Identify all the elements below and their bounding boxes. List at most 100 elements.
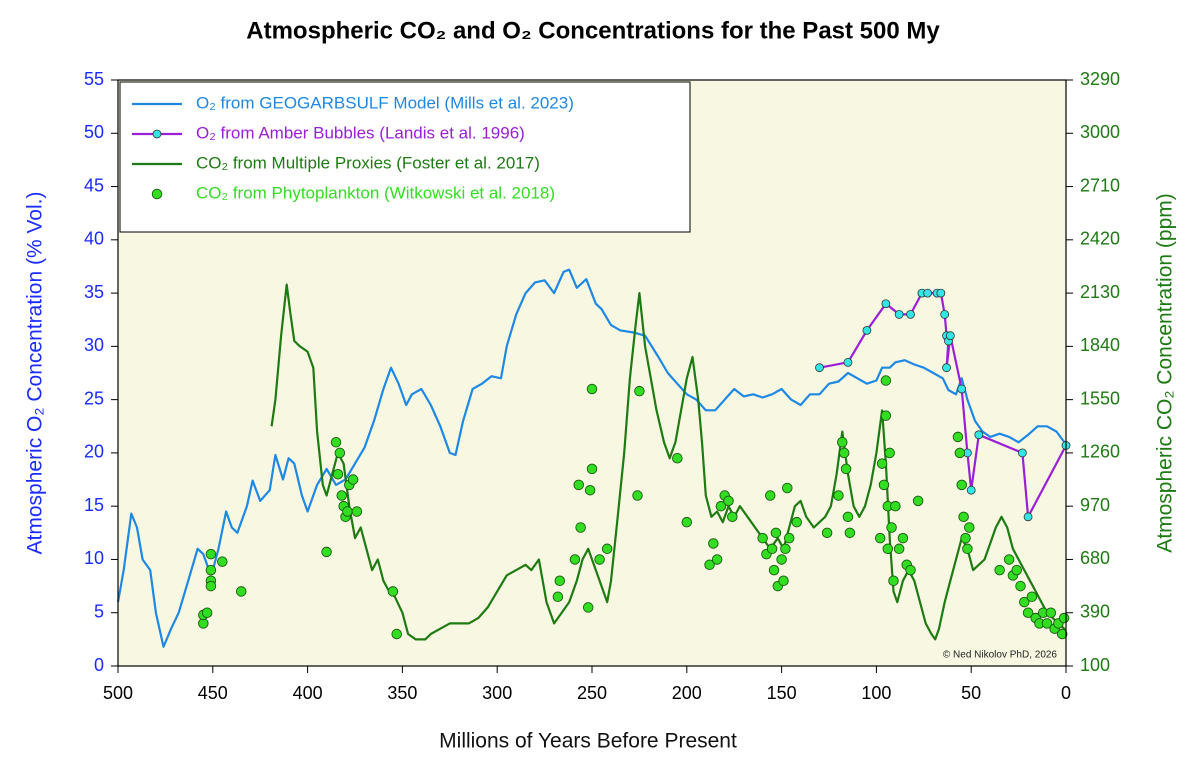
scatter-point bbox=[205, 564, 217, 576]
scatter-point bbox=[573, 479, 584, 491]
scatter-point bbox=[764, 490, 776, 501]
scatter-point bbox=[890, 500, 901, 512]
scatter-point bbox=[833, 490, 844, 501]
y-tick-label: 45 bbox=[84, 175, 104, 195]
series-marker bbox=[940, 309, 950, 319]
scatter-point bbox=[554, 575, 566, 587]
y2-tick-label: 100 bbox=[1080, 655, 1110, 675]
scatter-point bbox=[837, 437, 848, 448]
series-marker bbox=[936, 288, 946, 298]
scatter-point bbox=[838, 447, 850, 459]
scatter-point bbox=[582, 602, 594, 613]
y2-tick-label: 3290 bbox=[1080, 69, 1120, 89]
scatter-point bbox=[634, 385, 645, 397]
legend-label: CO₂ from Multiple Proxies (Foster et al.… bbox=[196, 153, 540, 172]
series-marker bbox=[957, 384, 967, 394]
scatter-point bbox=[1056, 628, 1068, 640]
series-marker bbox=[1017, 448, 1027, 458]
x-tick-label: 400 bbox=[293, 683, 323, 703]
y-tick-label: 0 bbox=[94, 655, 104, 675]
scatter-point bbox=[956, 479, 967, 491]
series-marker bbox=[881, 299, 891, 309]
series-marker bbox=[862, 325, 872, 335]
series-marker bbox=[945, 331, 955, 341]
y2-tick-label: 2420 bbox=[1080, 229, 1120, 249]
scatter-point bbox=[884, 447, 895, 459]
y2-axis-label: Atmospheric CO₂ Concentration (ppm) bbox=[1154, 193, 1177, 552]
series-marker bbox=[815, 363, 824, 373]
scatter-point bbox=[1045, 607, 1057, 618]
scatter-point bbox=[575, 522, 586, 533]
x-tick-label: 250 bbox=[577, 683, 607, 703]
scatter-point bbox=[844, 527, 856, 539]
y2-tick-label: 3000 bbox=[1080, 122, 1120, 142]
scatter-point bbox=[584, 484, 596, 496]
x-tick-label: 100 bbox=[861, 683, 891, 703]
scatter-point bbox=[880, 375, 892, 386]
scatter-point bbox=[601, 543, 613, 555]
x-tick-label: 450 bbox=[198, 683, 228, 703]
scatter-point bbox=[905, 564, 916, 576]
scatter-point bbox=[711, 554, 723, 565]
series-line bbox=[116, 268, 1067, 648]
scatter-point bbox=[893, 543, 905, 555]
y2-tick-label: 2130 bbox=[1080, 282, 1120, 302]
scatter-point bbox=[952, 431, 964, 443]
series-marker bbox=[906, 309, 915, 319]
series-marker bbox=[894, 309, 904, 319]
x-axis-label: Millions of Years Before Present bbox=[439, 730, 737, 753]
scatter-point bbox=[321, 546, 332, 558]
scatter-point bbox=[334, 447, 346, 459]
scatter-point bbox=[886, 522, 897, 533]
scatter-point bbox=[780, 543, 791, 555]
scatter-point bbox=[727, 511, 738, 523]
scatter-point bbox=[235, 586, 247, 597]
scatter-point bbox=[994, 564, 1005, 576]
scatter-point bbox=[821, 527, 833, 539]
scatter-point bbox=[842, 511, 854, 523]
legend-swatch bbox=[151, 188, 163, 200]
scatter-point bbox=[888, 575, 899, 587]
scatter-point bbox=[778, 575, 789, 587]
scatter-point bbox=[960, 532, 971, 544]
scatter-point bbox=[912, 495, 924, 507]
x-tick-label: 0 bbox=[1061, 683, 1071, 703]
y-tick-label: 20 bbox=[84, 442, 104, 462]
chart-title: Atmospheric CO₂ and O₂ Concentrations fo… bbox=[246, 17, 940, 44]
y-tick-label: 25 bbox=[84, 388, 104, 408]
y2-tick-label: 680 bbox=[1080, 548, 1110, 568]
y-tick-label: 40 bbox=[84, 229, 104, 249]
y-tick-label: 15 bbox=[84, 495, 104, 515]
y2-tick-label: 1840 bbox=[1080, 335, 1120, 355]
y-tick-label: 5 bbox=[94, 601, 104, 621]
y2-tick-label: 1260 bbox=[1080, 442, 1120, 462]
scatter-point bbox=[351, 506, 363, 517]
scatter-point bbox=[958, 511, 969, 523]
scatter-point bbox=[1011, 564, 1022, 576]
scatter-point bbox=[552, 591, 564, 602]
x-tick-label: 500 bbox=[103, 683, 133, 703]
y2-tick-label: 2710 bbox=[1080, 175, 1120, 195]
scatter-point bbox=[586, 463, 598, 475]
plot-layer bbox=[116, 268, 1071, 648]
series-marker bbox=[923, 288, 932, 298]
scatter-point bbox=[594, 554, 605, 565]
scatter-point bbox=[782, 482, 793, 494]
copyright: © Ned Nikolov PhD, 2026 bbox=[943, 650, 1058, 661]
x-tick-label: 50 bbox=[961, 683, 981, 703]
scatter-point bbox=[897, 532, 909, 544]
scatter-point bbox=[757, 532, 768, 544]
legend-box bbox=[119, 81, 691, 233]
scatter-point bbox=[876, 458, 888, 469]
scatter-point bbox=[217, 556, 228, 567]
scatter-point bbox=[880, 410, 892, 421]
scatter-point bbox=[391, 628, 402, 640]
scatter-point bbox=[1022, 607, 1034, 618]
scatter-point bbox=[387, 586, 399, 597]
y-tick-label: 55 bbox=[84, 69, 104, 89]
scatter-point bbox=[201, 607, 213, 618]
scatter-point bbox=[1058, 612, 1070, 624]
scatter-point bbox=[715, 500, 727, 512]
scatter-point bbox=[205, 580, 217, 592]
